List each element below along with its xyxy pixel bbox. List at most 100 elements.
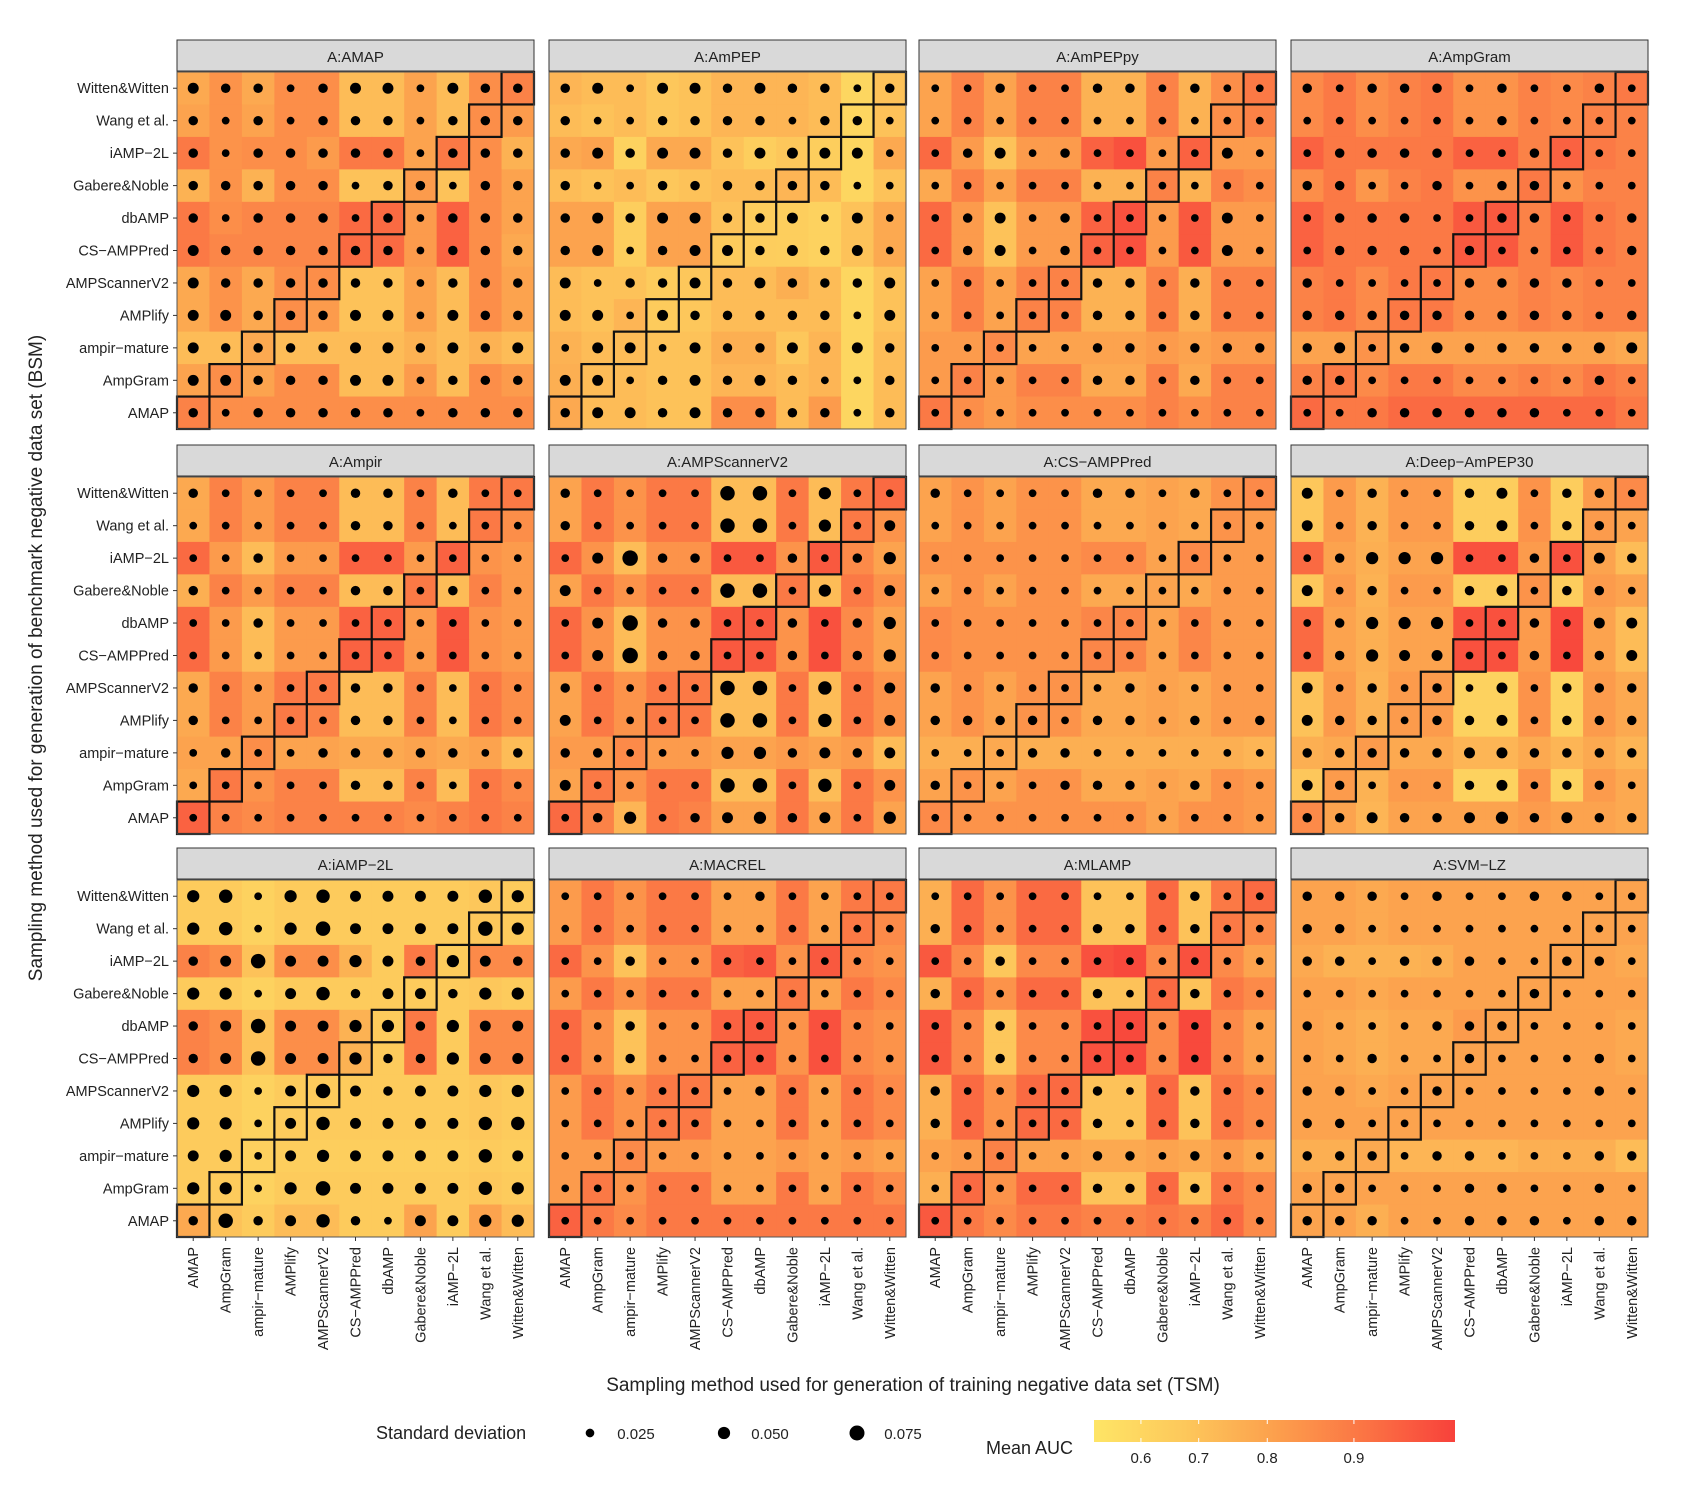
sd-dot bbox=[593, 1054, 602, 1063]
y-tick-label: dbAMP bbox=[121, 616, 169, 632]
sd-dot bbox=[1190, 651, 1199, 660]
sd-dot bbox=[931, 149, 940, 158]
diagonal-outline bbox=[1209, 508, 1245, 544]
sd-dot bbox=[350, 988, 361, 999]
sd-dot bbox=[657, 180, 668, 191]
sd-dot bbox=[1060, 780, 1070, 791]
sd-dot bbox=[447, 1182, 459, 1194]
sd-dot bbox=[1464, 1216, 1475, 1226]
sd-dot bbox=[254, 1119, 263, 1128]
sd-dot bbox=[448, 554, 457, 563]
sd-dot bbox=[691, 1022, 699, 1030]
diagonal-outline bbox=[775, 168, 810, 203]
sd-dot bbox=[996, 554, 1005, 563]
sd-dot bbox=[286, 716, 295, 725]
sd-dot bbox=[1594, 1053, 1605, 1064]
sd-dot bbox=[415, 1021, 426, 1031]
sd-dot bbox=[318, 213, 328, 223]
sd-dot bbox=[1255, 521, 1264, 530]
sd-dot bbox=[447, 1150, 459, 1162]
sd-dot bbox=[1158, 1087, 1167, 1095]
sd-dot bbox=[1061, 489, 1069, 498]
sd-dot bbox=[513, 148, 523, 158]
sd-dot bbox=[1126, 1119, 1134, 1128]
sd-dot bbox=[691, 489, 699, 498]
sd-dot bbox=[723, 924, 732, 933]
sd-dot bbox=[723, 1184, 732, 1193]
sd-dot bbox=[1223, 748, 1232, 757]
sd-dot bbox=[1498, 376, 1506, 385]
sd-dot bbox=[416, 246, 425, 255]
sd-dot bbox=[512, 1150, 524, 1162]
sd-dot bbox=[1223, 781, 1232, 790]
sd-dot bbox=[1190, 586, 1199, 595]
sd-dot bbox=[1368, 1184, 1377, 1193]
sd-dot bbox=[1223, 651, 1232, 660]
sd-dot bbox=[416, 489, 425, 498]
sd-dot bbox=[481, 716, 490, 725]
sd-dot bbox=[885, 892, 894, 901]
sd-dot bbox=[1061, 716, 1069, 725]
sd-dot bbox=[625, 278, 635, 288]
sd-dot bbox=[1158, 343, 1167, 352]
sd-dot bbox=[689, 212, 701, 224]
sd-dot bbox=[722, 148, 733, 158]
sd-dot bbox=[1061, 181, 1069, 190]
diagonal-outline bbox=[950, 767, 986, 803]
diagonal-outline bbox=[370, 605, 406, 641]
sd-dot bbox=[1497, 213, 1507, 223]
sd-dot bbox=[1158, 311, 1167, 320]
sd-dot bbox=[963, 651, 972, 660]
sd-dot bbox=[885, 375, 895, 386]
sd-dot bbox=[513, 716, 522, 725]
sd-dot bbox=[448, 375, 458, 386]
sd-dot bbox=[513, 310, 523, 321]
sd-dot bbox=[723, 1119, 732, 1128]
sd-dot bbox=[1061, 1216, 1069, 1225]
sd-dot bbox=[1594, 83, 1605, 93]
y-tick-label: AmpGram bbox=[103, 373, 169, 389]
x-tick-label: Wang et al. bbox=[478, 1247, 494, 1320]
sd-dot bbox=[722, 408, 733, 418]
sd-dot bbox=[318, 115, 328, 126]
sd-dot bbox=[624, 407, 636, 419]
sd-dot bbox=[448, 651, 457, 660]
sd-dot bbox=[1529, 278, 1540, 288]
sd-dot bbox=[1061, 924, 1069, 933]
sd-dot bbox=[1594, 1086, 1605, 1096]
sd-dot bbox=[1223, 408, 1232, 417]
diagonal-outline bbox=[1112, 605, 1148, 641]
diagonal-outline bbox=[1419, 670, 1455, 706]
diagonal-outline bbox=[403, 976, 438, 1011]
sd-dot bbox=[787, 553, 798, 563]
sd-dot bbox=[189, 781, 198, 790]
sd-dot bbox=[1028, 781, 1037, 790]
diagonal-outline bbox=[1354, 735, 1390, 771]
sd-dot bbox=[931, 892, 940, 901]
sd-dot bbox=[415, 1053, 426, 1064]
sd-dot bbox=[820, 278, 830, 288]
sd-dot bbox=[788, 1216, 797, 1225]
sd-dot bbox=[220, 1020, 232, 1032]
sd-dot bbox=[188, 213, 198, 223]
sd-dot bbox=[1464, 1183, 1475, 1194]
sd-dot bbox=[1301, 585, 1313, 597]
sd-dot bbox=[1433, 116, 1441, 125]
sd-dot bbox=[1158, 554, 1167, 563]
sd-dot bbox=[1335, 1022, 1344, 1030]
sd-dot bbox=[1302, 748, 1312, 758]
sd-dot bbox=[448, 408, 458, 418]
sd-dot bbox=[1400, 116, 1409, 125]
sd-dot bbox=[691, 892, 699, 901]
sd-dot bbox=[1627, 116, 1636, 125]
sd-dot bbox=[189, 521, 198, 530]
sd-dot bbox=[885, 83, 895, 93]
sd-dot bbox=[1530, 1022, 1539, 1030]
sd-dot bbox=[1530, 84, 1539, 93]
sd-dot bbox=[219, 1084, 232, 1098]
sd-dot bbox=[885, 181, 894, 190]
sd-dot bbox=[756, 1054, 764, 1063]
sd-dot bbox=[285, 375, 296, 386]
sd-dot bbox=[885, 149, 894, 158]
sd-dot bbox=[884, 585, 896, 597]
